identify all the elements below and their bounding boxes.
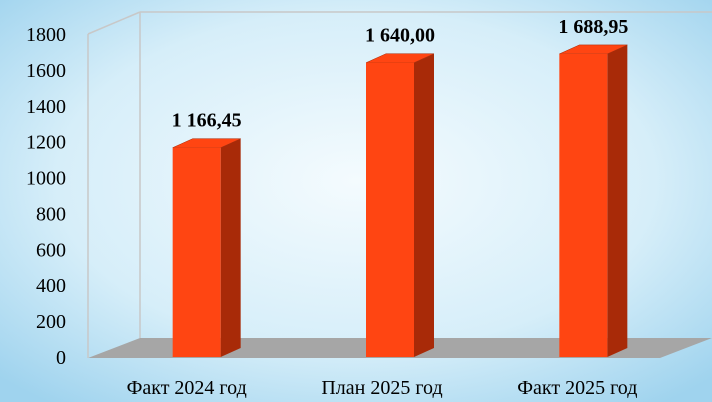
value-label: 1 688,95 xyxy=(558,16,628,38)
y-tick-label: 1800 xyxy=(26,24,66,46)
bar xyxy=(172,147,221,357)
x-tick-label: Факт 2024 год xyxy=(127,377,247,399)
x-tick-label: План 2025 год xyxy=(321,377,442,399)
y-tick-label: 1200 xyxy=(26,132,66,154)
bar xyxy=(559,53,608,357)
y-tick-label: 1600 xyxy=(26,60,66,82)
y-tick-label: 1400 xyxy=(26,96,66,118)
bar-side xyxy=(607,44,628,357)
bar-side xyxy=(414,53,434,357)
bar-side xyxy=(220,138,241,357)
y-tick-label: 200 xyxy=(36,311,66,333)
side-wall-top xyxy=(87,11,141,35)
y-tick-label: 0 xyxy=(56,347,66,369)
value-label: 1 166,45 xyxy=(172,110,242,132)
y-tick-label: 600 xyxy=(36,239,66,261)
y-tick-label: 800 xyxy=(36,203,66,225)
y-tick-label: 1000 xyxy=(26,168,66,190)
y-tick-label: 400 xyxy=(36,275,66,297)
value-label: 1 640,00 xyxy=(365,25,435,47)
bar xyxy=(366,62,414,357)
x-tick-label: Факт 2025 год xyxy=(517,377,637,399)
